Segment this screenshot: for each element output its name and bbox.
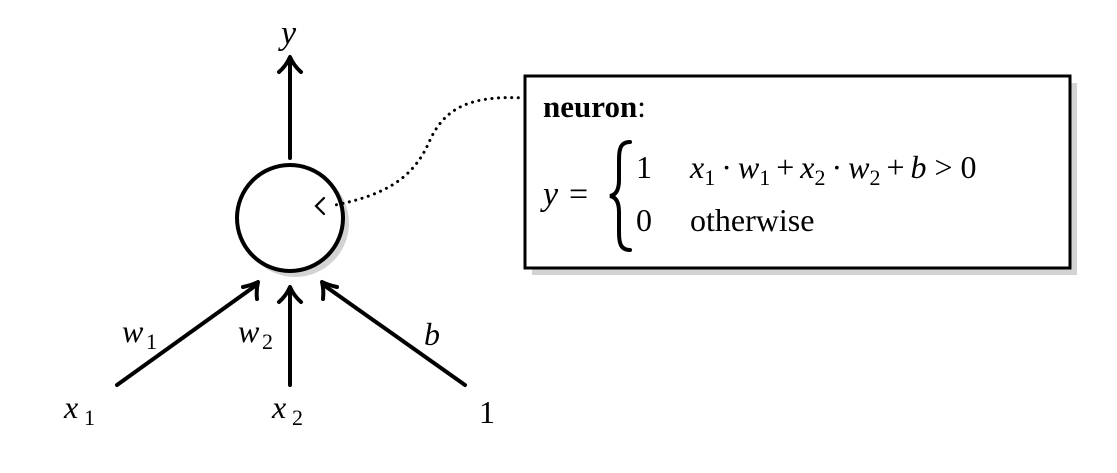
svg-text:w: w [238,313,260,349]
input-label-bias: 1 [479,394,495,430]
callout-box [523,74,1072,270]
callout-title: neuron: [543,89,646,124]
svg-text:x: x [271,389,286,425]
equation-equals: = [569,176,588,213]
output-label: y [278,15,297,52]
weight-label-w2: w 2 [238,313,273,354]
cases-brace [609,140,632,252]
case-1-condition: x1 · w1 + x2 · w2 + b >0 [689,149,977,190]
neuron-node [235,163,345,273]
callout-connector [314,96,527,216]
input-label-x2: x 2 [271,389,303,430]
case-1-value: 1 [636,149,652,185]
svg-text:x: x [63,389,78,425]
case-2-otherwise: otherwise [690,202,814,238]
input-label-x1: x 1 [63,389,95,430]
output-arrow [277,55,303,160]
svg-text:2: 2 [292,405,303,430]
case-2-value: 0 [636,202,652,238]
input-arrow-bias [320,280,467,387]
svg-text:w: w [122,313,144,349]
weight-label-w1: w 1 [122,313,157,354]
svg-text:2: 2 [262,329,273,354]
input-arrow-x2 [277,285,303,387]
equation-lhs: y [540,176,559,213]
input-arrow-x1 [115,280,260,387]
svg-text:1: 1 [84,405,95,430]
svg-text:1: 1 [146,329,157,354]
weight-label-b: b [424,316,440,352]
